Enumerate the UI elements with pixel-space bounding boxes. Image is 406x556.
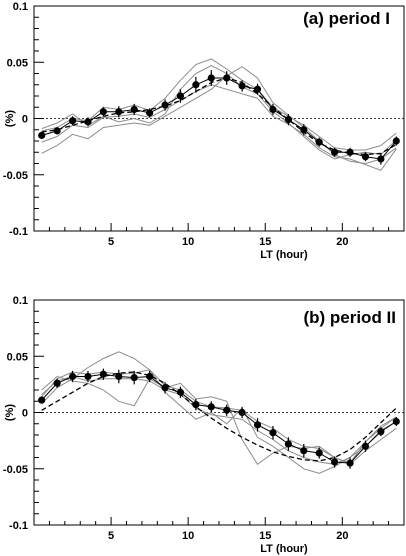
x-tick-label: 15 (259, 236, 271, 248)
series-line-4 (41, 66, 397, 165)
series-line-1 (41, 369, 397, 464)
data-point (315, 449, 323, 457)
y-tick-label: 0 (22, 114, 28, 126)
data-point (361, 442, 370, 450)
x-tick-label: 5 (108, 530, 114, 542)
data-point (269, 429, 277, 437)
data-point (192, 401, 200, 409)
series-line-2 (41, 351, 397, 474)
chart-title: (b) period II (303, 308, 396, 327)
data-point (269, 105, 277, 114)
data-point (377, 155, 385, 163)
data-point (315, 138, 323, 146)
data-point (38, 396, 46, 404)
data-point (161, 101, 169, 109)
y-tick-label: 0.1 (13, 1, 28, 13)
series-line-2 (41, 84, 397, 171)
data-point (253, 85, 262, 93)
panel-period-2: 5 10 15 20 -0.1 -0.05 0 0.05 0.1 LT (hour) (%) (b) … (3, 295, 405, 555)
data-point (161, 384, 169, 392)
data-point (176, 388, 185, 396)
data-point (146, 109, 154, 117)
y-axis-title: (%) (4, 110, 16, 127)
data-point (207, 403, 215, 411)
data-point (115, 372, 123, 381)
fit-curve (41, 371, 397, 462)
x-tick-label: 20 (336, 530, 348, 542)
data-point (223, 74, 231, 82)
x-tick-label: 5 (108, 236, 114, 248)
data-point (68, 372, 77, 381)
data-point (68, 117, 77, 125)
data-point (331, 148, 339, 156)
x-tick-label: 20 (336, 236, 348, 248)
data-point (99, 108, 107, 116)
data-point (253, 421, 262, 429)
y-tick-label: -0.1 (9, 520, 28, 532)
data-point (392, 417, 400, 426)
data-point (300, 447, 308, 455)
series-line-1 (41, 58, 397, 151)
data-point (146, 372, 154, 381)
fit-curve (41, 77, 397, 156)
chart-title: (a) period I (303, 9, 390, 28)
x-tick-label: 15 (259, 530, 271, 542)
x-tick-label: 10 (182, 236, 194, 248)
data-point (223, 406, 231, 414)
data-point (38, 131, 46, 139)
data-point (238, 82, 246, 90)
y-tick-label: -0.05 (3, 464, 28, 476)
y-tick-label: 0.1 (13, 295, 28, 307)
data-point (207, 74, 215, 82)
data-point (53, 127, 61, 135)
data-point (84, 372, 92, 381)
y-tick-label: 0 (22, 408, 28, 420)
data-point (284, 440, 292, 448)
data-point (99, 370, 107, 378)
data-point (284, 116, 292, 124)
x-axis-title: LT (hour) (260, 543, 308, 555)
data-point (115, 108, 123, 116)
series-line-3 (41, 375, 397, 466)
y-tick-label: 0.05 (7, 57, 28, 69)
data-point (300, 126, 308, 134)
data-point (53, 379, 61, 387)
data-point (130, 105, 138, 114)
series-line-3 (41, 65, 397, 160)
data-point (84, 118, 92, 126)
data-point (346, 459, 354, 467)
y-tick-label: 0.05 (7, 351, 28, 363)
series-line-4 (41, 375, 397, 465)
y-tick-label: -0.05 (3, 170, 28, 182)
y-axis-title: (%) (4, 404, 16, 421)
data-point (346, 148, 354, 156)
data-point (130, 374, 138, 382)
data-point (392, 137, 400, 145)
data-point (192, 81, 200, 89)
data-point (238, 408, 246, 417)
y-tick-label: -0.1 (9, 226, 28, 238)
x-tick-label: 10 (182, 530, 194, 542)
x-axis-title: LT (hour) (260, 249, 308, 261)
panel-period-1: 5 10 15 20 -0.1 -0.05 0 0.05 0.1 LT (hour) (%) (a) … (3, 1, 405, 261)
data-point (331, 458, 339, 466)
data-point (361, 153, 370, 161)
data-point (377, 428, 385, 436)
data-point (176, 92, 185, 100)
